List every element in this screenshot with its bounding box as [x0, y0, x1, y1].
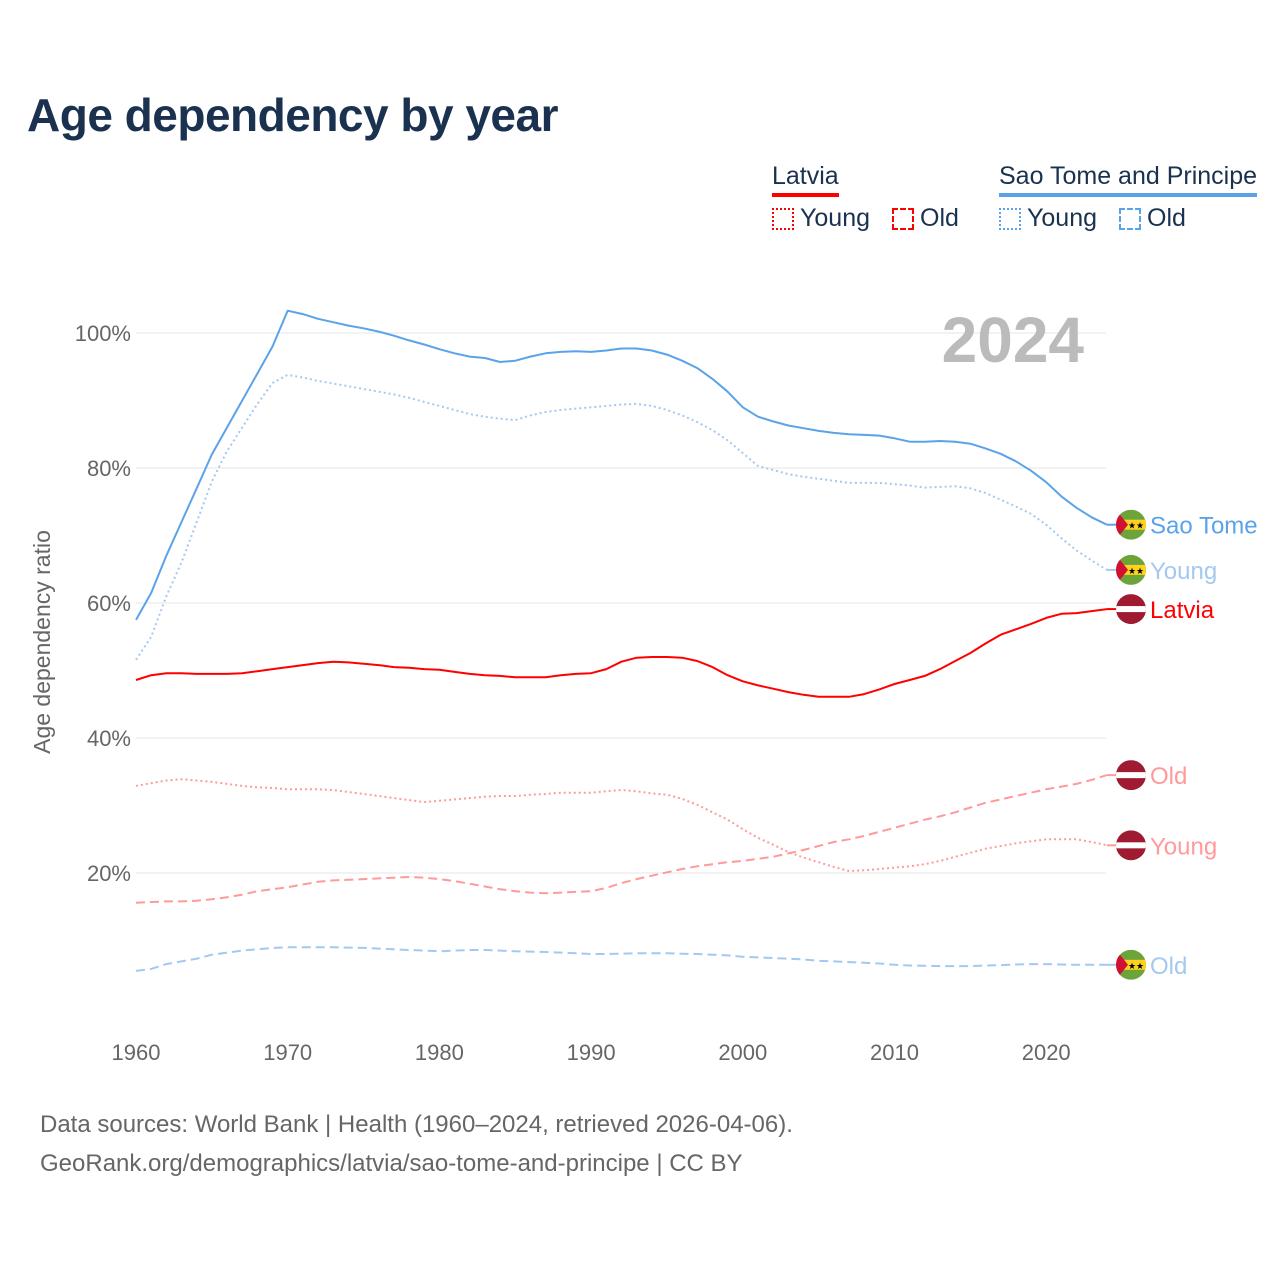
latvia-flag-icon — [1116, 830, 1146, 861]
y-tick-label: 60% — [87, 591, 131, 616]
legend-label: Young — [1027, 204, 1097, 232]
y-tick-label: 100% — [75, 321, 131, 346]
end-label: Latvia — [1150, 597, 1215, 624]
series-line-sao-tome-and-principe-old — [135, 946, 1107, 972]
chart-title: Age dependency by year — [27, 89, 558, 141]
x-tick-label: 1990 — [567, 1040, 616, 1065]
y-tick-label: 20% — [87, 861, 131, 886]
legend-sao-tome-old[interactable]: Old — [1119, 204, 1186, 233]
end-label: Old — [1150, 953, 1187, 980]
legend-label: Old — [920, 204, 959, 232]
end-label: Sao Tome — [1150, 513, 1258, 540]
y-tick-label: 80% — [87, 456, 131, 481]
legend-latvia-young[interactable]: Young — [772, 204, 870, 233]
series-line-latvia — [135, 608, 1108, 698]
sao-tome-flag-icon: ★★ — [1116, 554, 1146, 585]
latvia-flag-icon — [1116, 760, 1146, 791]
source-link[interactable]: GeoRank.org/demographics/latvia/sao-tome… — [40, 1150, 743, 1177]
x-tick-label: 2020 — [1022, 1040, 1071, 1065]
dashed-swatch-icon — [1119, 207, 1141, 230]
legend-label: Old — [1147, 204, 1186, 232]
data-source: Data sources: World Bank | Health (1960–… — [40, 1111, 793, 1138]
y-axis-label: Age dependency ratio — [29, 530, 55, 754]
x-tick-label: 2010 — [870, 1040, 919, 1065]
end-label: Young — [1150, 833, 1217, 860]
footer: Data sources: World Bank | Health (1960–… — [40, 1105, 793, 1183]
end-label: Young — [1150, 558, 1217, 585]
series-line-sao-tome-and-principe-young — [135, 373, 1108, 661]
legend-sao-tome[interactable]: Sao Tome and Principe — [999, 162, 1258, 197]
dashed-swatch-icon — [892, 207, 914, 230]
svg-text:★★: ★★ — [1128, 521, 1144, 531]
y-tick-label: 40% — [87, 726, 131, 751]
svg-text:★★: ★★ — [1128, 961, 1144, 971]
series-line-sao-tome-and-principe — [135, 309, 1108, 621]
x-tick-label: 1970 — [263, 1040, 312, 1065]
dotted-swatch-icon — [772, 207, 794, 230]
sao-tome-flag-icon: ★★ — [1116, 949, 1146, 980]
x-tick-label: 1980 — [415, 1040, 464, 1065]
x-tick-label: 2000 — [718, 1040, 767, 1065]
series-line-latvia-young — [135, 778, 1108, 872]
latvia-flag-icon — [1116, 594, 1146, 625]
legend-sao-tome-young[interactable]: Young — [999, 204, 1097, 233]
series-line-latvia-old — [135, 774, 1108, 904]
legend-latvia[interactable]: Latvia — [772, 162, 839, 197]
end-label: Old — [1150, 763, 1187, 790]
x-tick-label: 1960 — [112, 1040, 161, 1065]
legend-label: Young — [800, 204, 870, 232]
dotted-swatch-icon — [999, 207, 1021, 230]
sao-tome-flag-icon: ★★ — [1116, 509, 1146, 540]
year-label: 2024 — [942, 304, 1085, 376]
legend-latvia-old[interactable]: Old — [892, 204, 959, 233]
svg-text:★★: ★★ — [1128, 566, 1144, 576]
